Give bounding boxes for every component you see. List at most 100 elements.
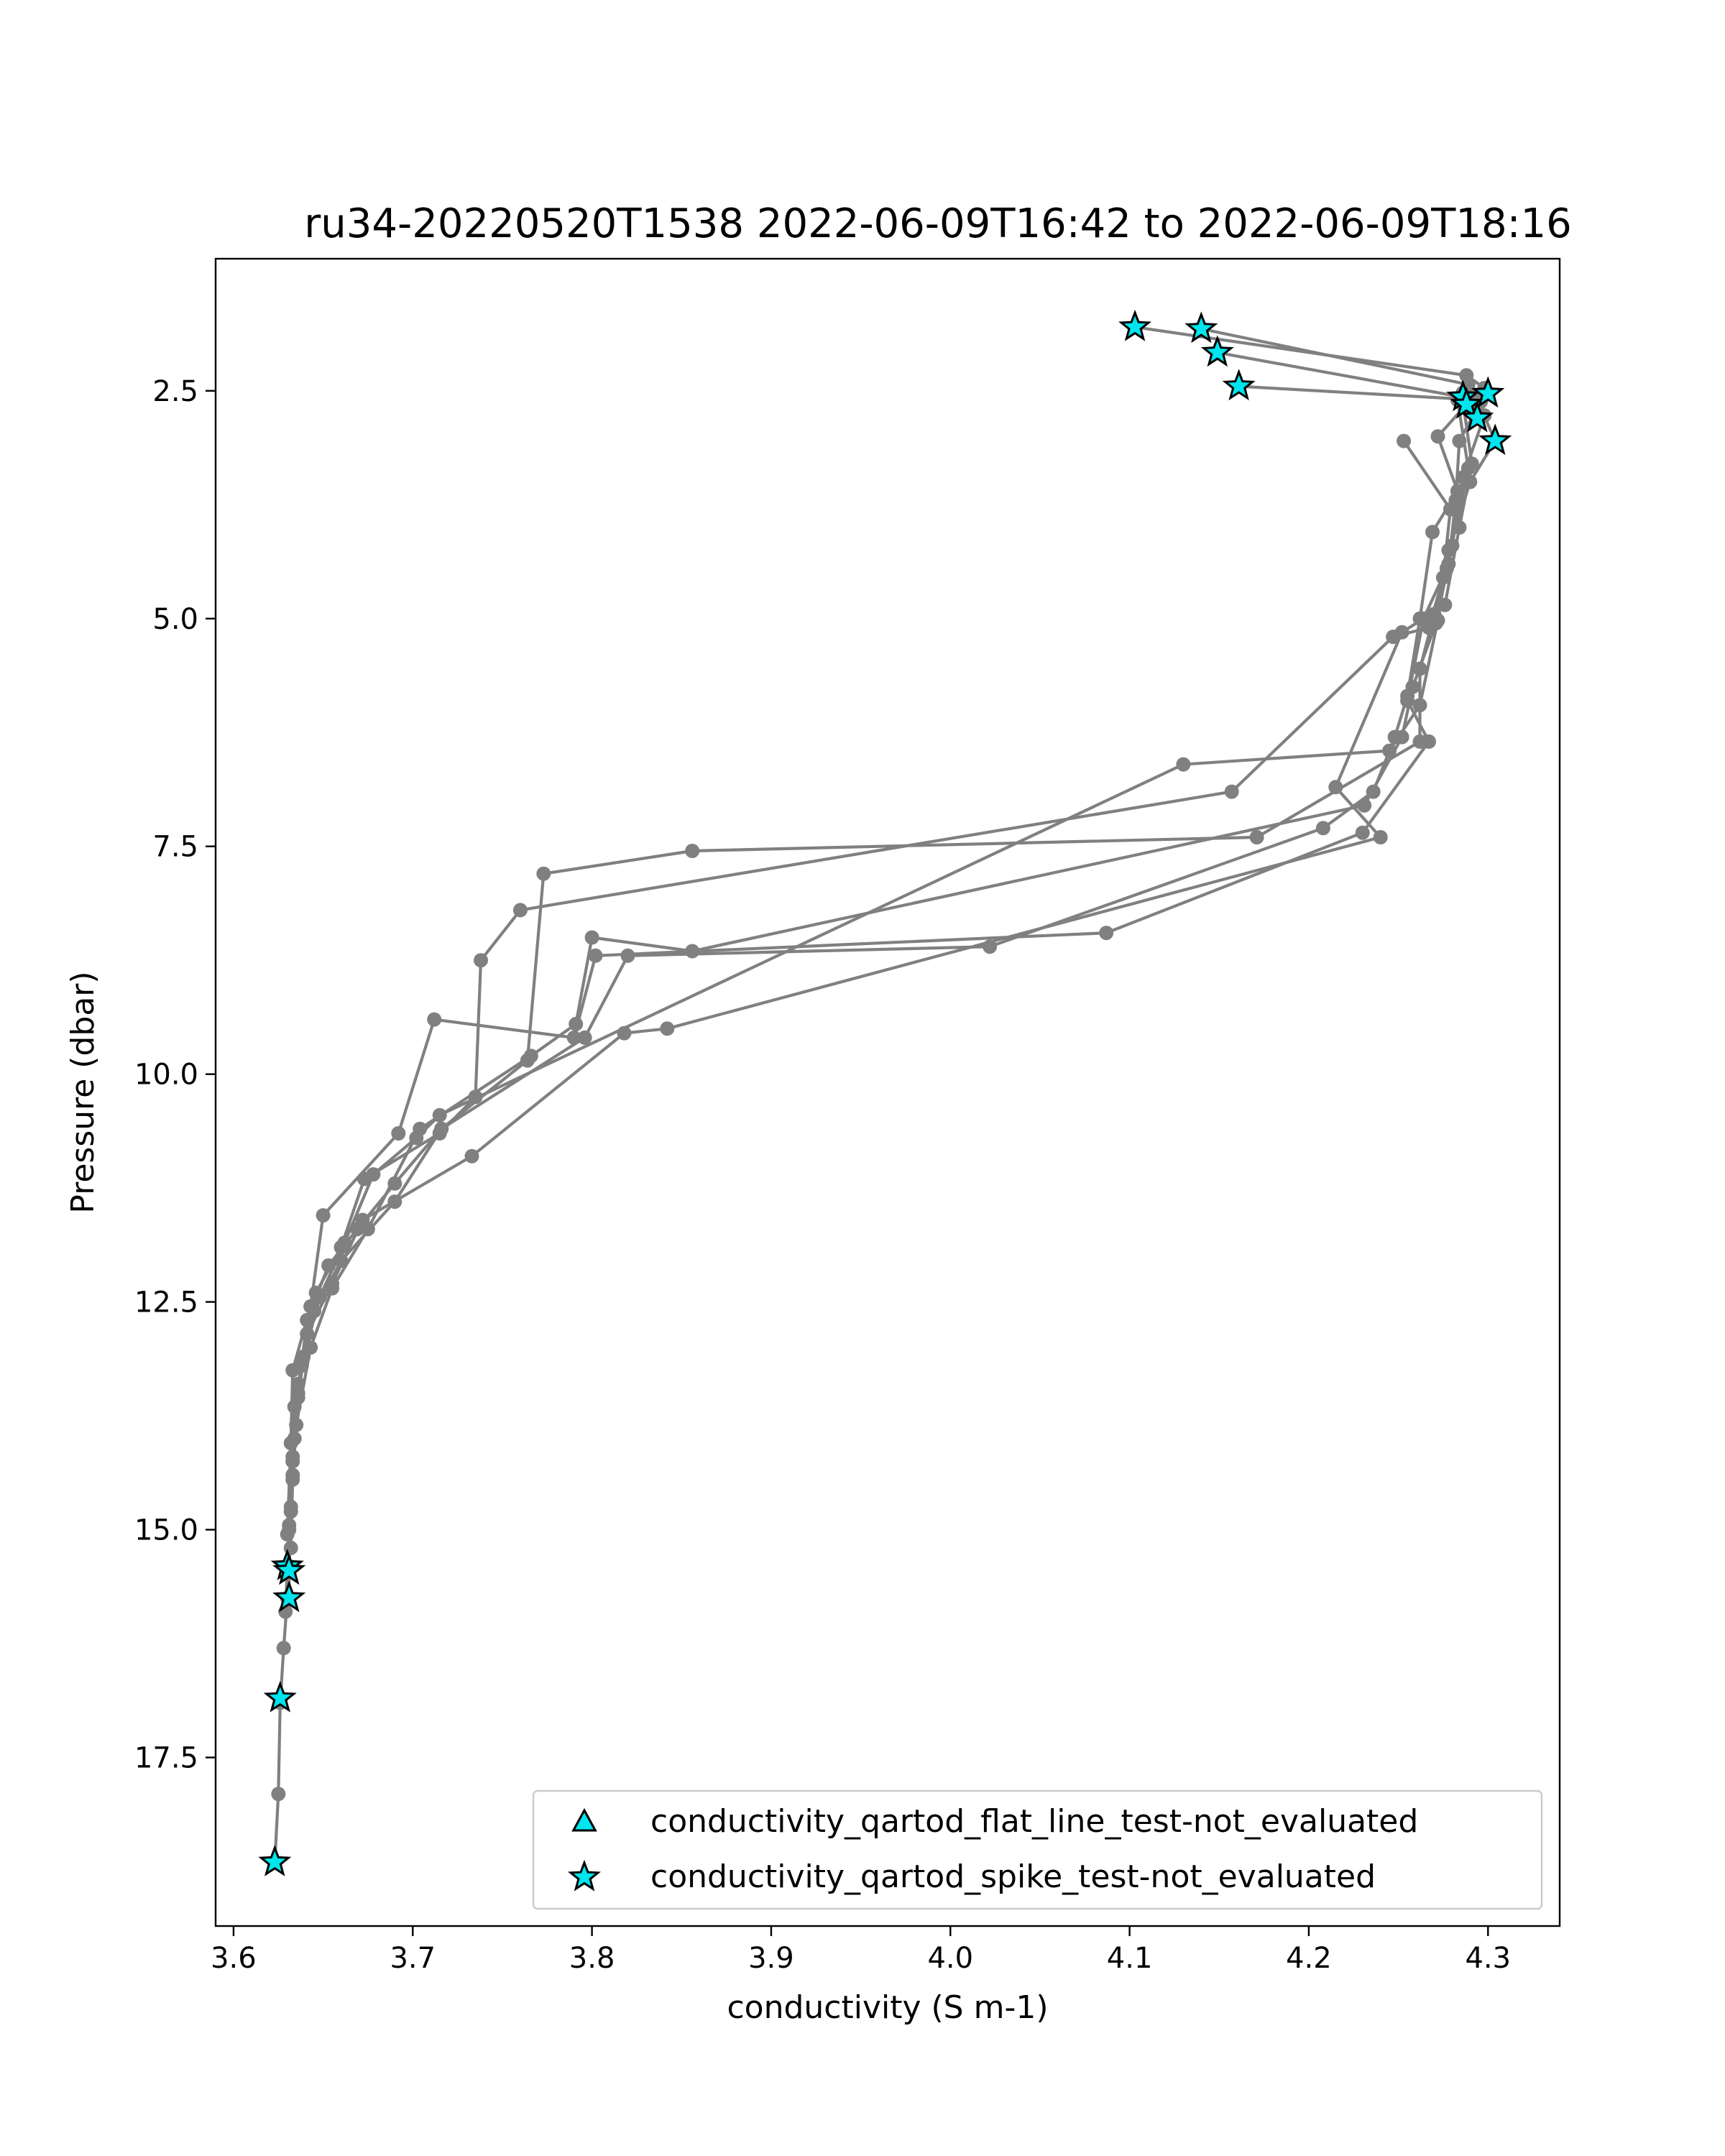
x-tick-label: 3.8 <box>569 1942 615 1975</box>
data-point-4-10 <box>356 1171 372 1187</box>
data-point-1-22 <box>276 1641 291 1656</box>
spike-flag-marker-1 <box>1184 311 1218 344</box>
data-point-0-12 <box>1315 821 1330 836</box>
spike-flag-marker-8 <box>1478 423 1512 456</box>
data-point-3-9 <box>432 1107 447 1123</box>
data-point-6-11 <box>391 1126 406 1141</box>
data-point-4-11 <box>334 1240 349 1255</box>
spike-flag-marker-2 <box>1200 335 1234 367</box>
legend-triangle-marker <box>571 1807 597 1832</box>
data-point-1-14 <box>387 1176 402 1191</box>
data-point-0-15 <box>577 1030 592 1045</box>
data-point-6-6 <box>1355 825 1370 840</box>
y-tick-label: 12.5 <box>134 1286 198 1319</box>
data-point-2-8 <box>1357 798 1372 813</box>
y-tick-label: 17.5 <box>134 1741 198 1774</box>
x-tick-label: 4.2 <box>1286 1942 1332 1975</box>
data-point-3-4 <box>1441 543 1456 558</box>
y-tick-label: 10.0 <box>134 1059 198 1092</box>
data-point-5-10 <box>355 1212 370 1227</box>
x-tick-label: 4.3 <box>1465 1942 1511 1975</box>
data-point-2-12 <box>523 1049 538 1064</box>
plot-area <box>258 309 1512 1876</box>
data-point-0-13 <box>983 939 998 954</box>
y-tick-label: 2.5 <box>152 375 198 408</box>
x-tick-label: 3.6 <box>211 1942 257 1975</box>
data-point-5-13 <box>290 1390 305 1405</box>
spike-flag-marker-0 <box>1118 309 1152 341</box>
data-point-3-3 <box>1463 474 1478 489</box>
data-point-0-18 <box>334 1253 349 1268</box>
legend: conductivity_qartod_flat_line_test-not_e… <box>532 1789 1543 1910</box>
data-point-1-24 <box>271 1787 286 1802</box>
data-point-4-9 <box>432 1126 447 1141</box>
data-point-5-3 <box>1438 597 1453 612</box>
data-point-2-10 <box>584 930 599 945</box>
data-point-2-17 <box>289 1417 304 1432</box>
data-point-0-17 <box>387 1194 402 1210</box>
legend-star-marker <box>567 1859 602 1892</box>
data-point-6-13 <box>303 1299 318 1314</box>
data-point-4-0 <box>1397 433 1412 448</box>
y-tick-label: 5.0 <box>152 603 198 636</box>
spike-flag-marker-6 <box>1450 387 1484 419</box>
data-point-6-3 <box>1416 611 1431 626</box>
x-tick-label: 4.1 <box>1107 1942 1153 1975</box>
data-point-6-15 <box>283 1436 298 1451</box>
data-point-5-11 <box>325 1276 340 1291</box>
legend-triangle-icon <box>571 1807 597 1832</box>
data-point-1-17 <box>300 1312 315 1327</box>
data-point-3-16 <box>283 1504 298 1519</box>
data-point-5-5 <box>1328 780 1343 795</box>
x-tick-label: 3.9 <box>748 1942 794 1975</box>
data-point-5-12 <box>300 1327 315 1341</box>
data-point-4-7 <box>474 953 488 968</box>
data-point-1-7 <box>1412 661 1427 676</box>
data-point-0-11 <box>1366 784 1381 799</box>
x-tick-label: 3.7 <box>390 1942 436 1975</box>
data-point-6-1 <box>1460 461 1476 476</box>
data-point-6-9 <box>566 1030 581 1045</box>
data-point-6-4 <box>1400 693 1415 708</box>
data-point-4-6 <box>512 903 528 918</box>
chart-title: ru34-20220520T1538 2022-06-09T16:42 to 2… <box>304 201 1571 247</box>
y-tick-label: 7.5 <box>152 831 198 864</box>
data-point-5-2 <box>1452 520 1467 535</box>
data-point-2-11 <box>569 1016 584 1031</box>
data-point-1-11 <box>536 866 551 881</box>
data-point-6-2 <box>1439 561 1454 576</box>
data-point-2-9 <box>685 944 700 959</box>
spike-flag-marker-12 <box>263 1680 297 1713</box>
data-point-6-5 <box>1422 734 1436 749</box>
data-point-6-7 <box>1099 926 1114 941</box>
data-point-2-6 <box>1405 679 1420 694</box>
data-point-4-1 <box>1443 502 1458 517</box>
x-axis: 3.6 3.7 3.8 3.9 4.0 4.1 4.2 4.3 <box>211 1926 1511 1975</box>
data-point-5-8 <box>617 1026 632 1041</box>
spike-flag-marker-11 <box>272 1580 306 1613</box>
data-point-1-9 <box>1249 830 1264 844</box>
data-point-4-12 <box>308 1285 323 1300</box>
data-point-1-16 <box>321 1258 336 1273</box>
legend-entry-flat-line: conductivity_qartod_flat_line_test-not_e… <box>650 1803 1418 1840</box>
data-point-0-5 <box>1430 429 1445 444</box>
spike-flag-marker-4 <box>1471 376 1505 408</box>
legend-frame <box>532 1789 1543 1910</box>
legend-star-icon <box>567 1859 602 1892</box>
legend-entry-spike: conductivity_qartod_spike_test-not_evalu… <box>650 1858 1376 1895</box>
data-point-0-7 <box>1425 525 1440 540</box>
y-tick-label: 15.0 <box>134 1514 198 1547</box>
data-point-6-12 <box>316 1208 331 1223</box>
data-point-4-13 <box>296 1349 311 1364</box>
y-axis-label: Pressure (dbar) <box>65 971 101 1213</box>
data-point-5-7 <box>660 1021 675 1036</box>
axes-frame <box>214 257 1561 1927</box>
data-point-4-5 <box>1224 784 1239 799</box>
data-point-6-8 <box>588 948 603 963</box>
data-point-5-4 <box>1394 625 1409 640</box>
data-point-6-16 <box>280 1526 295 1542</box>
data-point-3-7 <box>1382 743 1397 758</box>
data-point-5-6 <box>1373 830 1388 844</box>
x-tick-label: 4.0 <box>927 1942 973 1975</box>
